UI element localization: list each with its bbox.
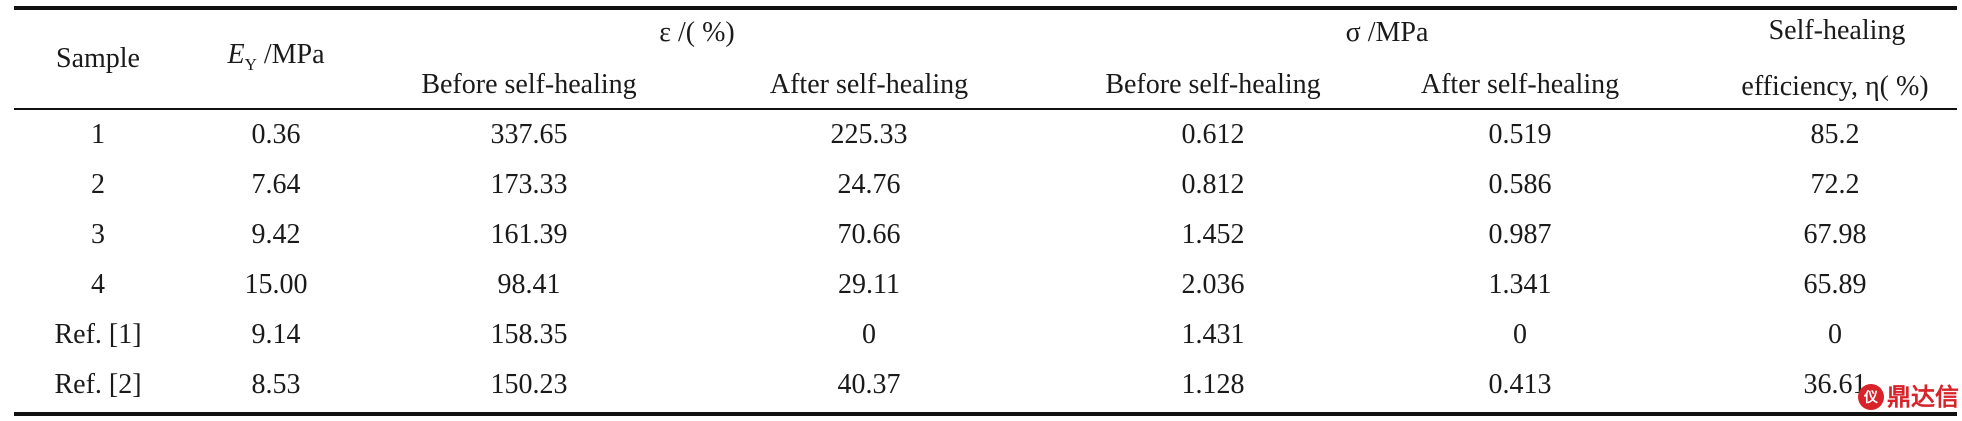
cell-ey: 8.53 — [251, 369, 301, 400]
header-strain-before: Before self-healing — [421, 69, 637, 100]
cell-strain-after: 0 — [862, 319, 876, 350]
cell-strain-before: 173.33 — [490, 169, 568, 200]
cell-strain-after: 70.66 — [837, 219, 901, 250]
cell-stress-before: 1.452 — [1181, 219, 1245, 250]
cell-stress-before: 1.431 — [1181, 319, 1245, 350]
cell-efficiency: 67.98 — [1803, 219, 1867, 250]
table-header-rule — [14, 108, 1957, 110]
cell-ey: 0.36 — [251, 119, 301, 150]
cell-stress-after: 1.341 — [1488, 269, 1552, 300]
watermark-badge-icon: 仪 — [1858, 384, 1884, 410]
header-strain-after: After self-healing — [769, 69, 969, 100]
cell-strain-after: 225.33 — [830, 119, 908, 150]
cell-stress-before: 1.128 — [1181, 369, 1245, 400]
header-efficiency-line1: Self-healing — [1768, 15, 1906, 46]
watermark-logo: 仪 鼎达信 — [1858, 382, 1959, 412]
table-bottom-rule — [14, 412, 1957, 416]
cell-efficiency: 0 — [1828, 319, 1842, 350]
cell-ey: 9.42 — [251, 219, 301, 250]
header-strain-group: ε /( %) — [659, 17, 735, 48]
cell-strain-before: 98.41 — [497, 269, 561, 300]
cell-sample: 1 — [91, 119, 105, 150]
header-stress-group: σ /MPa — [1345, 17, 1429, 48]
cell-ey: 7.64 — [251, 169, 301, 200]
cell-efficiency: 65.89 — [1803, 269, 1867, 300]
header-stress-after: After self-healing — [1420, 69, 1620, 100]
header-ey-subscript: Y — [244, 55, 257, 74]
cell-strain-before: 337.65 — [490, 119, 568, 150]
cell-ey: 15.00 — [244, 269, 308, 300]
cell-sample: Ref. [2] — [54, 369, 142, 400]
cell-stress-before: 0.812 — [1181, 169, 1245, 200]
cell-stress-after: 0.586 — [1488, 169, 1552, 200]
cell-efficiency: 36.61 — [1803, 369, 1867, 400]
header-sample: Sample — [56, 43, 140, 74]
cell-stress-before: 2.036 — [1181, 269, 1245, 300]
header-ey: EY /MPa — [227, 38, 324, 82]
cell-stress-after: 0.987 — [1488, 219, 1552, 250]
cell-efficiency: 72.2 — [1810, 169, 1860, 200]
cell-stress-after: 0.413 — [1488, 369, 1552, 400]
cell-strain-before: 161.39 — [490, 219, 568, 250]
cell-sample: 3 — [91, 219, 105, 250]
cell-strain-after: 29.11 — [838, 269, 900, 300]
watermark-text: 鼎达信 — [1887, 383, 1959, 411]
cell-strain-before: 150.23 — [490, 369, 568, 400]
cell-efficiency: 85.2 — [1810, 119, 1860, 150]
cell-strain-after: 40.37 — [837, 369, 901, 400]
cell-sample: Ref. [1] — [54, 319, 142, 350]
header-efficiency-line2: efficiency, η( %) — [1741, 71, 1929, 102]
cell-sample: 2 — [91, 169, 105, 200]
header-ey-unit: /MPa — [256, 39, 325, 70]
cell-strain-before: 158.35 — [490, 319, 568, 350]
cell-stress-after: 0 — [1513, 319, 1527, 350]
cell-strain-after: 24.76 — [837, 169, 901, 200]
header-ey-symbol: E — [227, 39, 245, 70]
cell-stress-after: 0.519 — [1488, 119, 1552, 150]
cell-stress-before: 0.612 — [1181, 119, 1245, 150]
cell-ey: 9.14 — [251, 319, 301, 350]
table-top-rule — [14, 6, 1957, 10]
cell-sample: 4 — [91, 269, 105, 300]
header-stress-before: Before self-healing — [1105, 69, 1321, 100]
